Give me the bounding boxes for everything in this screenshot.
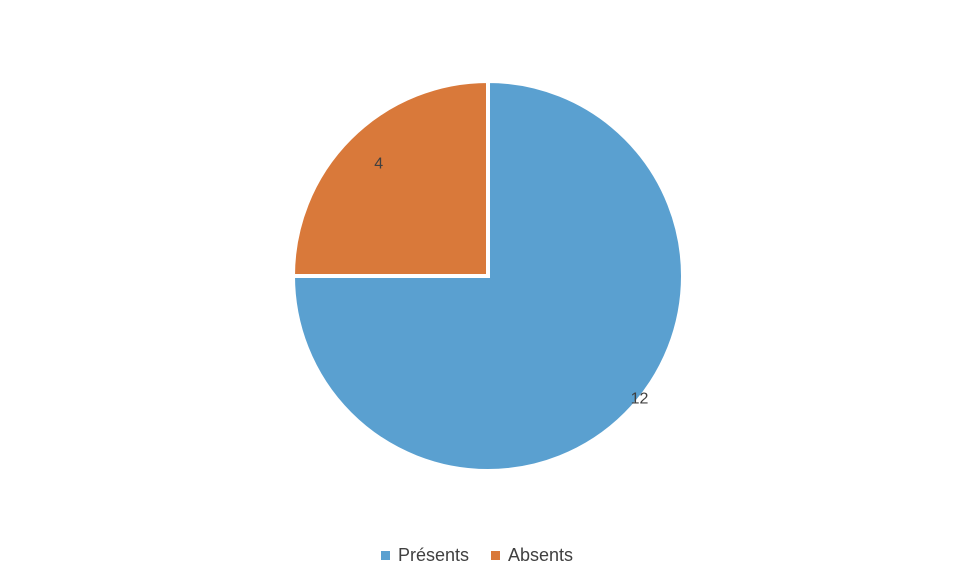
legend-swatch-absents <box>491 551 500 560</box>
pie-slice-absents <box>290 78 490 278</box>
legend-label-absents: Absents <box>508 545 574 565</box>
pie-slice-presents <box>290 78 685 473</box>
data-label-absents: 4 <box>374 156 383 173</box>
legend-item-absents: Absents <box>491 545 573 566</box>
data-label-presents: 12 <box>631 391 649 408</box>
legend: Présents Absents <box>0 545 954 566</box>
legend-swatch-presents <box>380 551 390 560</box>
pie-chart: 12 4 <box>290 78 685 473</box>
legend-item-presents: Présents <box>380 545 469 566</box>
legend-label-presents: Présents <box>397 545 469 565</box>
